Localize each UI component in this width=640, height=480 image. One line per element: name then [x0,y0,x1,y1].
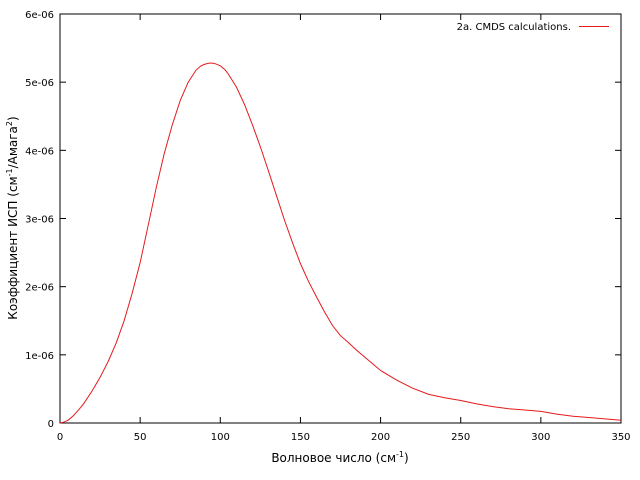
y-tick-label: 5e-06 [25,78,54,89]
y-tick-label: 0 [48,419,54,430]
axis-ticks [59,13,622,424]
x-tick-label: 200 [371,432,390,443]
y-tick-label: 2e-06 [25,283,54,294]
legend-label: 2a. CMDS calculations. [457,22,571,33]
y-tick-label: 3e-06 [25,215,54,226]
y-tick-label: 6e-06 [25,10,54,21]
x-tick-label: 250 [451,432,470,443]
series-line-cmds [59,62,622,424]
y-axis-label: Коэффициент ИСП (см-1/Амага2) [5,116,20,319]
series-layer [59,62,622,424]
x-tick-label: 300 [531,432,550,443]
x-tick-label: 150 [291,432,310,443]
x-tick-label: 350 [611,432,630,443]
axis-tick-labels: 0 50 100 150 200 250 300 350 0 1e-06 2e-06 3e-06 4e-… [25,10,630,443]
y-tick-label: 1e-06 [25,351,54,362]
x-tick-label: 100 [211,432,230,443]
legend: 2a. CMDS calculations. [457,22,609,33]
y-tick-label: 4e-06 [25,146,54,157]
x-axis-label: Волновое число (см-1) [271,450,408,465]
x-tick-label: 50 [134,432,147,443]
x-tick-label: 0 [57,432,63,443]
plot-frame [59,13,622,424]
